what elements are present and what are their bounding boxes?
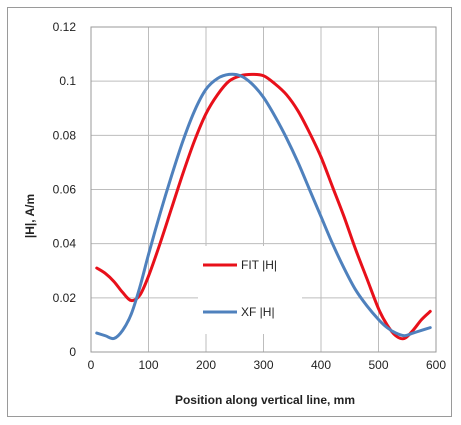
plot-area-border [90, 26, 437, 353]
x-tick-label: 500 [368, 358, 388, 372]
y-tick-label: 0.02 [53, 291, 77, 305]
series-line-fit [95, 72, 432, 341]
y-tick-label: 0.06 [53, 183, 77, 197]
legend-label-fit: FIT |H| [241, 258, 277, 272]
y-axis-title: |H|, A/m [23, 194, 37, 238]
legend-background [198, 246, 302, 334]
x-axis-title: Position along vertical line, mm [175, 393, 355, 407]
series-layer [95, 72, 432, 341]
y-tick-label: 0.12 [53, 20, 77, 34]
tick-label-layer: 0 100 200 300 400 500 600 0 0.02 0.04 0.06 0.08 0.1 0… [53, 20, 447, 372]
y-tick-label: 0 [69, 345, 76, 359]
x-tick-label: 0 [88, 358, 95, 372]
y-tick-label: 0.1 [59, 74, 76, 88]
series-line-xf [95, 72, 432, 341]
legend-label-xf: XF |H| [241, 305, 275, 319]
x-tick-label: 300 [253, 358, 273, 372]
x-tick-label: 200 [196, 358, 216, 372]
y-tick-label: 0.08 [53, 128, 77, 142]
y-tick-label: 0.04 [53, 237, 77, 251]
x-tick-label: 100 [138, 358, 158, 372]
legend: FIT |H| XF |H| [198, 246, 302, 334]
x-tick-label: 400 [311, 358, 331, 372]
x-tick-label: 600 [426, 358, 446, 372]
